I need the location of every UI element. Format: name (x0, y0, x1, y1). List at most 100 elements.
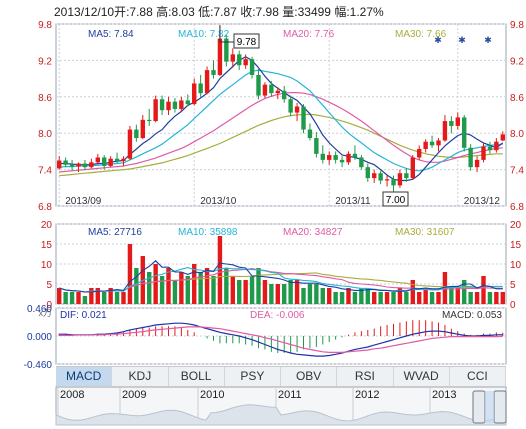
candle-body (378, 173, 383, 181)
candle-body (333, 155, 338, 160)
candle-body (192, 83, 197, 105)
tab-obv[interactable]: OBV (281, 367, 338, 386)
price-y-tick-right: 8.0 (510, 129, 524, 140)
candle-body (449, 121, 454, 126)
volume-legend-ma20: MA20: 34827 (283, 227, 343, 238)
candle-body (314, 138, 319, 154)
candle-body (327, 155, 332, 160)
price-y-tick-left: 8.0 (38, 129, 52, 140)
price-legend-ma5: MA5: 7.84 (88, 29, 134, 40)
volume-bar (429, 292, 435, 304)
volume-bar (153, 264, 158, 304)
volume-bar (314, 284, 319, 304)
volume-y-tick-right: 5 (510, 280, 516, 291)
volume-bar (301, 288, 306, 304)
candle-body (166, 101, 171, 111)
tab-psy[interactable]: PSY (225, 367, 281, 386)
candle-body (436, 140, 441, 146)
candle-body (372, 173, 377, 179)
price-y-tick-right: 8.6 (510, 93, 524, 104)
open-value: 7.88 (129, 5, 153, 19)
volume-bar (269, 284, 274, 304)
overview-year-label: 2009 (122, 389, 146, 401)
volume-bar (282, 284, 287, 304)
volume-bar (121, 292, 126, 304)
candle-body (140, 119, 145, 139)
candle-body (294, 106, 300, 113)
volume-bar (127, 244, 133, 304)
tab-wvad[interactable]: WVAD (394, 367, 450, 386)
star-icon: ✱ (484, 35, 492, 45)
candle-body (455, 117, 460, 126)
tab-cci[interactable]: CCI (450, 367, 506, 386)
tab-macd[interactable]: MACD (56, 367, 113, 386)
candle-body (127, 129, 133, 159)
overview-area (55, 404, 507, 426)
price-ma20-line (59, 92, 503, 173)
volume-bar (391, 292, 396, 304)
candle-body (474, 159, 480, 168)
volume-bar (346, 288, 351, 304)
tab-rsi[interactable]: RSI (337, 367, 394, 386)
candle-body (204, 70, 210, 94)
volume-bar (230, 276, 235, 304)
candle-body (262, 84, 268, 96)
candle-body (185, 100, 190, 105)
volume-y-tick-right: 20 (510, 220, 522, 231)
tab-boll[interactable]: BOLL (169, 367, 225, 386)
price-panel-frame (55, 23, 507, 207)
price-y-tick-left: 9.2 (38, 56, 52, 67)
volume-bar (69, 292, 75, 304)
tab-kdj[interactable]: KDJ (112, 367, 169, 386)
candle-body (417, 148, 422, 158)
volume-bar (339, 292, 345, 304)
price-y-tick-left: 8.6 (38, 93, 52, 104)
candle-body (307, 129, 313, 139)
volume-bar (288, 280, 293, 304)
price-ma5-line (59, 56, 504, 182)
price-x-tick: 2013/11 (335, 196, 371, 207)
volume-bar (404, 292, 409, 304)
overview-year-label: 2013 (432, 389, 456, 401)
overview-selection (485, 391, 494, 423)
macd-y-tick: -0.460 (24, 360, 53, 371)
volume-bar (256, 268, 261, 304)
volume-legend-ma30: MA30: 31607 (395, 227, 455, 238)
candle-body (339, 159, 345, 163)
candle-body (69, 164, 75, 167)
volume-legend-ma10: MA10: 35898 (178, 227, 238, 238)
price-y-tick-right: 7.4 (510, 166, 524, 177)
low-value: 7.87 (213, 5, 237, 19)
price-ma30-line (59, 113, 503, 177)
macd-dea-label: DEA: -0.006 (250, 310, 305, 321)
volume-bar (359, 288, 364, 304)
volume-bar (95, 288, 100, 304)
volume-bar (159, 276, 165, 304)
candle-body (76, 163, 81, 167)
volume-value: 33499 (297, 5, 331, 19)
volume-bar (372, 292, 377, 304)
candle-body (256, 74, 261, 96)
volume-y-tick-left: 5 (46, 280, 52, 291)
volume-bar (114, 292, 120, 304)
volume-bar (455, 288, 460, 304)
candle-body (172, 101, 178, 109)
high-marker-box (233, 33, 260, 49)
low-marker-box (382, 191, 409, 207)
volume-bar (108, 288, 113, 304)
volume-y-tick-left: 15 (41, 240, 53, 251)
candle-body (237, 54, 242, 66)
volume-bar (76, 292, 81, 304)
candle-body (217, 38, 223, 75)
overview-year-label: 2010 (200, 389, 224, 401)
candle-body (468, 147, 473, 168)
price-x-tick: 2013/10 (200, 196, 237, 207)
volume-bar (237, 280, 242, 304)
macd-dif-line (59, 322, 503, 357)
candle-body (391, 179, 396, 186)
candle-body (494, 141, 499, 151)
candle-body (487, 146, 493, 151)
volume-bar (166, 268, 171, 304)
low-marker-label: 7.00 (386, 195, 406, 206)
volume-bar (192, 264, 197, 304)
